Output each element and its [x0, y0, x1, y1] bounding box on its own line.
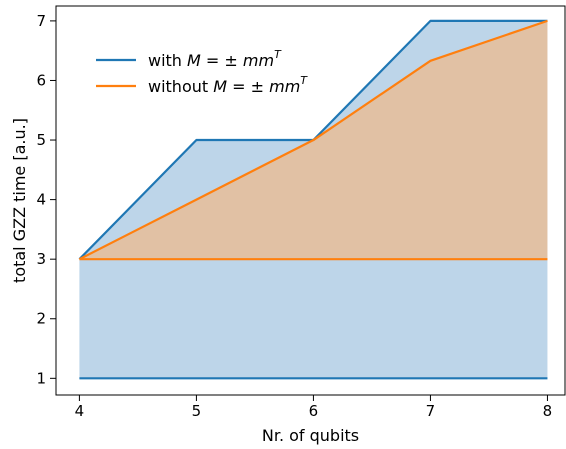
x-tick-label: 7 [426, 402, 436, 420]
y-tick-label: 6 [36, 71, 46, 89]
y-tick-label: 4 [36, 191, 46, 209]
y-tick-label: 5 [36, 131, 46, 149]
legend: with M = ± mmT without M = ± mmT [96, 48, 308, 96]
y-tick-label: 7 [36, 12, 46, 30]
x-tick-label: 8 [543, 402, 553, 420]
y-tick-label: 3 [36, 250, 46, 268]
y-tick-label: 1 [36, 369, 46, 387]
fill-areas [79, 20, 548, 379]
series-lines [78, 19, 548, 380]
legend-label-series-1: with M = ± mmT [148, 48, 282, 70]
x-tick-label: 6 [309, 402, 319, 420]
x-tick-label: 5 [192, 402, 202, 420]
plot-frame [55, 5, 566, 396]
y-axis-ticks: 1 2 3 4 5 6 7 [36, 12, 56, 387]
x-axis-label: Nr. of qubits [262, 426, 359, 445]
legend-label-series-2: without M = ± mmT [148, 74, 308, 96]
axes: 4 5 6 7 8 1 2 3 4 5 6 7 [36, 5, 566, 420]
y-axis-label: total GZZ time [a.u.] [10, 118, 29, 283]
y-tick-label: 2 [36, 310, 46, 328]
upper-line-series-2 [78, 19, 548, 261]
x-tick-label: 4 [75, 402, 85, 420]
x-axis-ticks: 4 5 6 7 8 [75, 395, 553, 420]
